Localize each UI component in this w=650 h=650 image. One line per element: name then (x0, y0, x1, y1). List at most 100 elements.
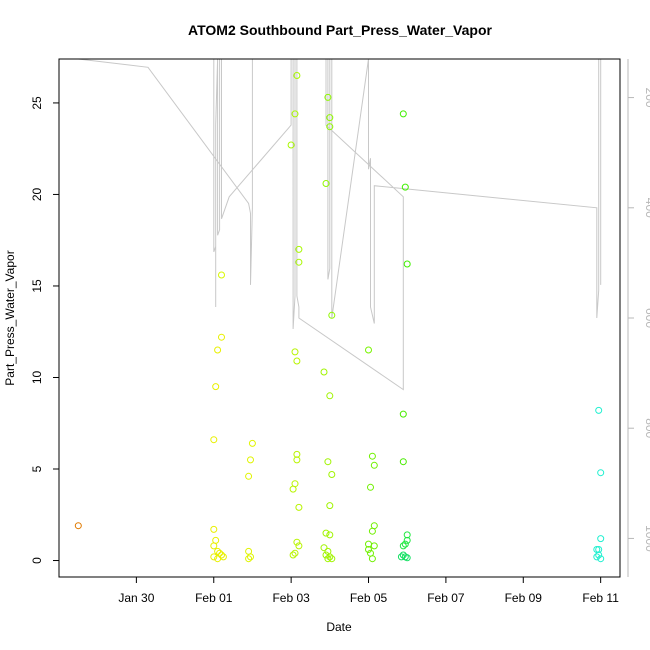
plot-frame (58, 58, 621, 578)
data-point (295, 245, 303, 253)
data-point (293, 538, 301, 546)
data-point (597, 535, 605, 543)
data-point (322, 529, 330, 537)
data-point (210, 525, 218, 533)
x-tick-label: Feb 03 (272, 591, 310, 605)
data-point (399, 458, 407, 466)
data-point (401, 540, 409, 548)
data-point (245, 555, 253, 563)
data-point (365, 546, 372, 553)
data-point (365, 346, 372, 354)
data-point (326, 553, 334, 561)
data-point (291, 110, 299, 118)
x-tick-label: Jan 30 (118, 591, 154, 605)
data-point (322, 551, 330, 559)
data-point (368, 555, 376, 563)
right-y-tick-label: 400 (643, 198, 650, 218)
y-tick-label: 10 (30, 370, 44, 384)
data-point (295, 503, 303, 511)
data-point (219, 553, 227, 561)
data-point (399, 410, 407, 418)
y-tick-label: 20 (30, 187, 44, 201)
data-point (248, 439, 256, 447)
y-tick-label: 15 (30, 279, 44, 293)
data-point (218, 551, 225, 559)
data-point (247, 553, 254, 561)
x-tick-label: Feb 01 (195, 591, 233, 605)
y-tick-label: 0 (30, 557, 44, 564)
right-y-tick-label: 600 (643, 308, 650, 328)
data-point (295, 542, 303, 550)
data-point (287, 141, 295, 149)
data-point (320, 544, 328, 552)
data-point (291, 348, 299, 356)
right-y-tick-label: 800 (643, 418, 650, 438)
data-point (293, 72, 301, 79)
data-point (368, 452, 376, 460)
data-point (397, 553, 405, 561)
data-point (370, 542, 378, 550)
data-point (214, 547, 222, 555)
data-point (210, 436, 218, 444)
data-point (399, 542, 407, 550)
data-point (293, 456, 301, 464)
x-axis-label: Date (326, 620, 352, 634)
data-point (593, 553, 601, 561)
data-point (247, 456, 254, 464)
data-point (322, 180, 330, 187)
data-point (401, 183, 409, 191)
pressure-trace (78, 58, 602, 391)
data-points (74, 72, 605, 563)
data-point (289, 485, 297, 493)
right-y-tick-label: 1000 (643, 525, 650, 552)
data-point (326, 531, 334, 539)
data-point (370, 461, 378, 469)
data-point (326, 392, 334, 400)
data-point (210, 553, 218, 561)
right-y-tick-label: 200 (643, 88, 650, 108)
data-point (399, 110, 407, 118)
data-point (289, 551, 297, 559)
y-axis-label: Part_Press_Water_Vapor (3, 250, 17, 385)
data-point (326, 502, 334, 510)
data-point (597, 555, 605, 563)
data-point (367, 483, 374, 491)
data-point (328, 311, 336, 319)
data-point (214, 555, 222, 563)
x-tick-label: Feb 05 (350, 591, 388, 605)
data-point (320, 368, 328, 376)
pressure-trace-line (78, 58, 602, 391)
data-point (326, 114, 334, 122)
data-point (218, 333, 225, 341)
x-tick-label: Feb 11 (582, 591, 619, 605)
data-point (212, 383, 220, 391)
data-point (291, 549, 299, 557)
data-point (595, 551, 603, 559)
data-point (324, 458, 332, 466)
data-point (295, 258, 303, 266)
data-point (403, 536, 411, 544)
data-point (214, 346, 222, 354)
x-tick-label: Feb 09 (505, 591, 543, 605)
x-tick-label: Feb 07 (427, 591, 465, 605)
data-point (595, 406, 603, 414)
y-axis: 0 5 10 15 20 25 (30, 96, 59, 564)
chart-title: ATOM2 Southbound Part_Press_Water_Vapor (188, 22, 492, 38)
y-tick-label: 5 (30, 465, 44, 472)
data-point (403, 260, 411, 268)
data-point (324, 555, 332, 563)
data-point (293, 357, 301, 365)
data-point (326, 123, 334, 131)
data-point (368, 527, 376, 535)
y-tick-label: 25 (30, 96, 44, 110)
y-axis-right: 200 400 600 800 1000 (627, 59, 650, 577)
data-point (218, 271, 225, 279)
data-point (324, 93, 332, 101)
data-point (74, 522, 82, 530)
data-point (597, 469, 605, 477)
data-point (328, 555, 336, 563)
data-point (210, 542, 218, 550)
data-point (245, 472, 253, 480)
data-point (328, 471, 336, 478)
